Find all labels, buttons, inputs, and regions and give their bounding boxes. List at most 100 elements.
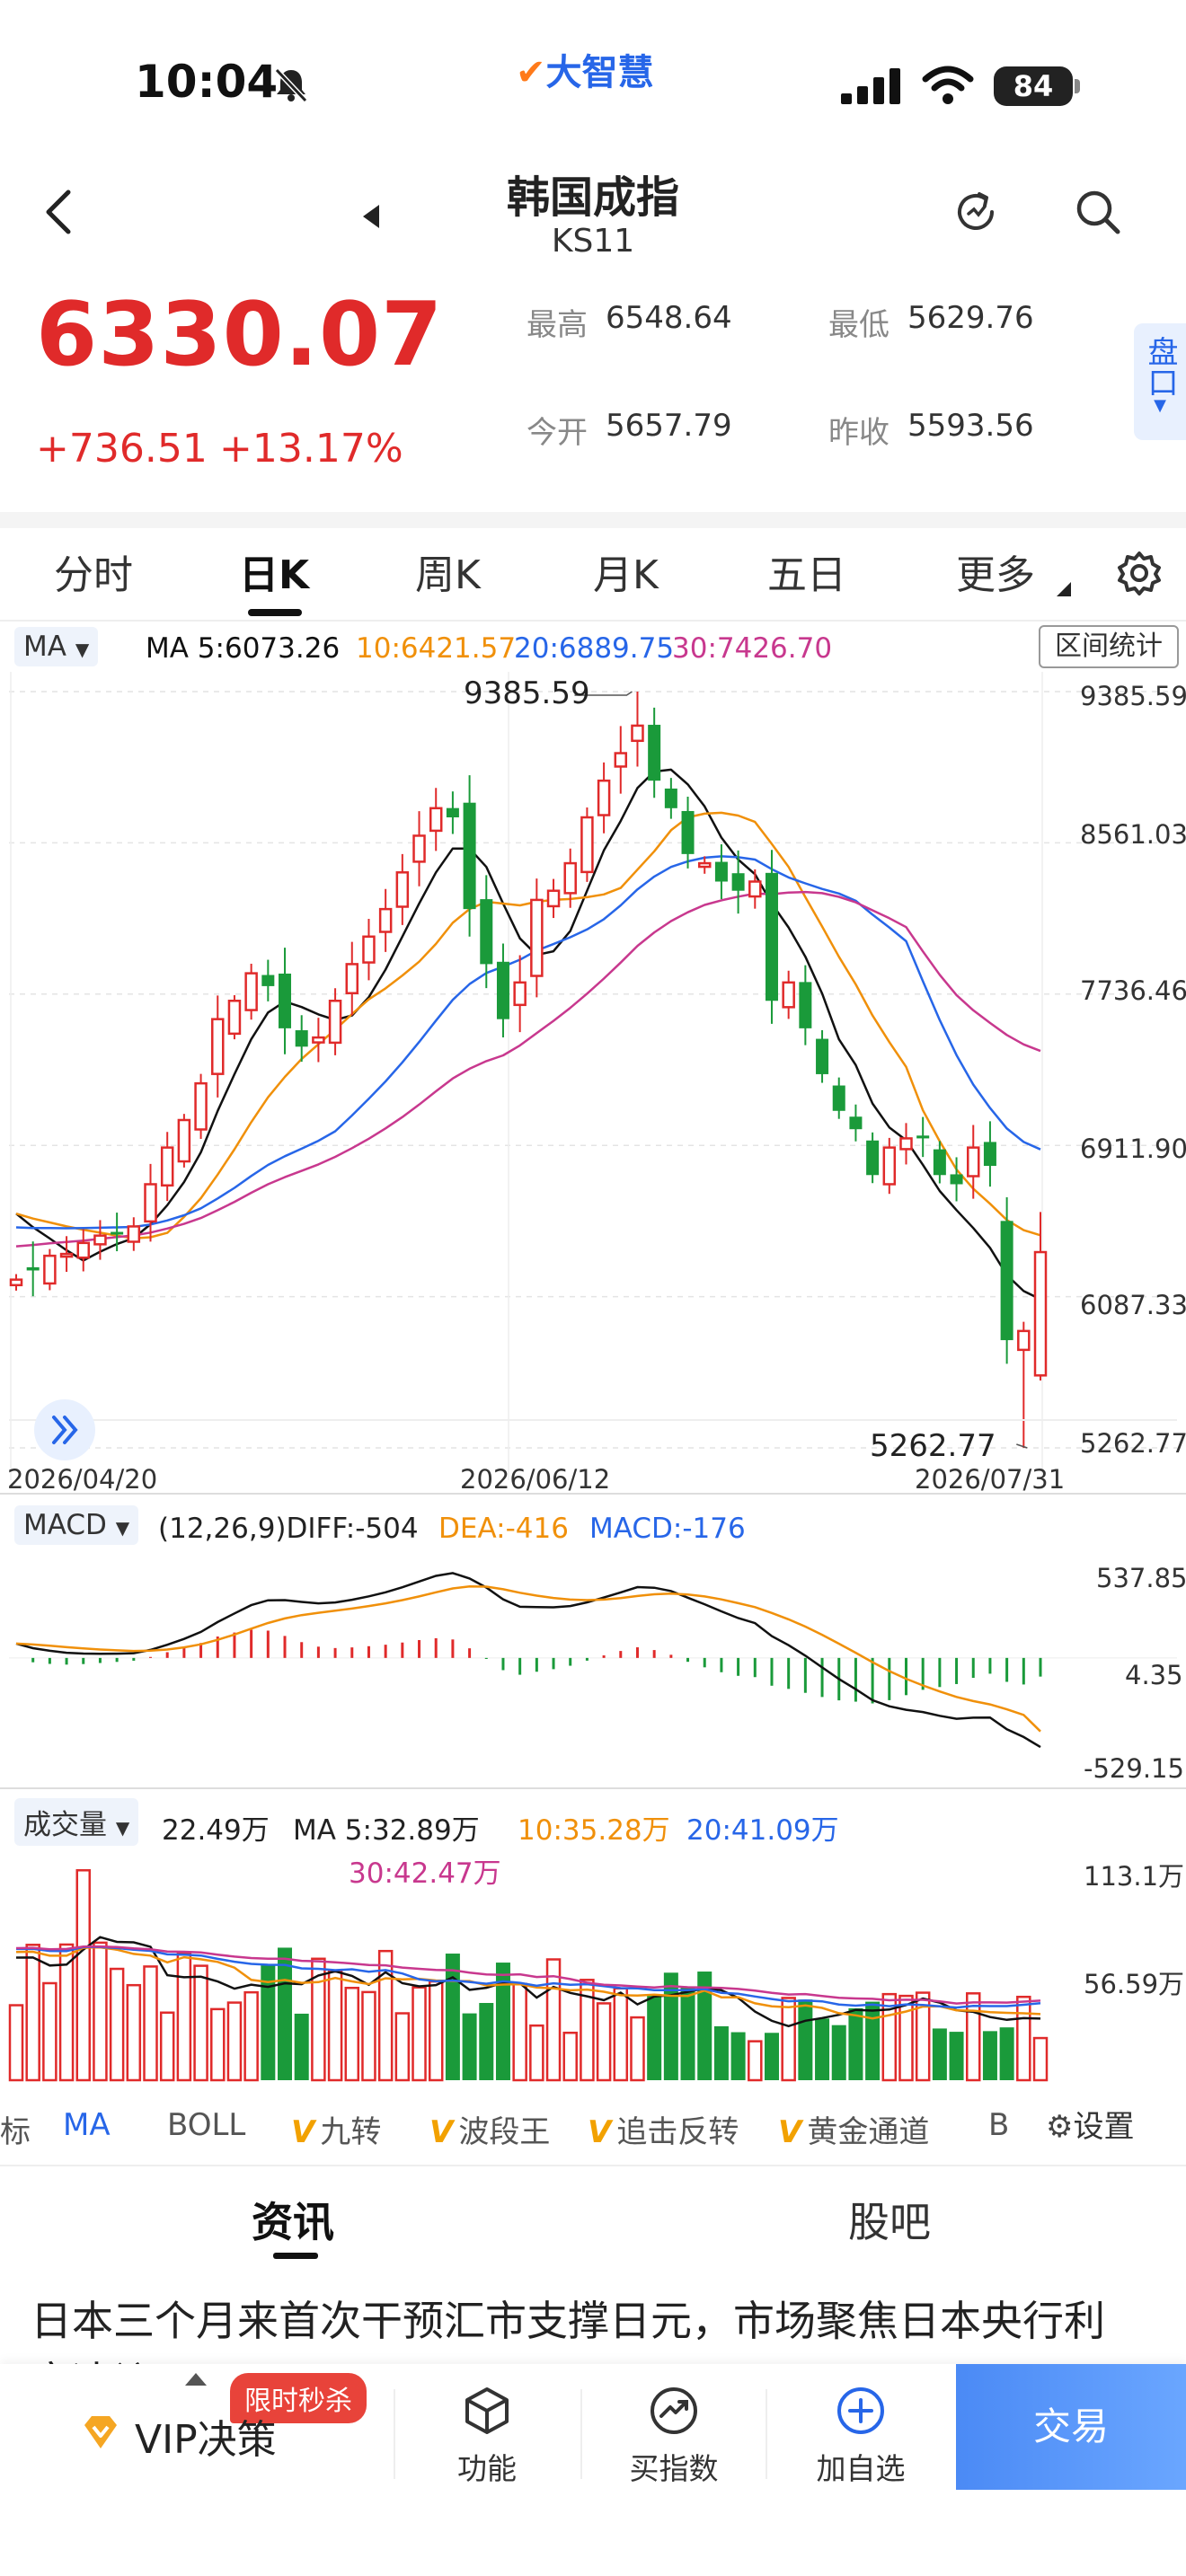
kline-candles [9,691,1048,1449]
tab-weekly-k[interactable]: 周K [415,552,481,598]
vip-decision-button[interactable]: VIP决策 [135,2417,277,2463]
volume-indicator-select[interactable]: 成交量 ▼ [14,1798,139,1846]
ma20-legend: 20:6889.75 [514,632,675,665]
gear-icon[interactable] [1112,546,1166,600]
candle [664,778,677,819]
section-divider [0,2165,1186,2166]
order-book-tab[interactable]: 盘口 ▼ [1134,323,1186,440]
tab-monthly-k[interactable]: 月K [593,552,659,598]
back-icon[interactable] [40,185,79,239]
open-label: 今开 [527,415,588,451]
candle [194,1073,208,1139]
indicator-jiuzhuan[interactable]: V 九转 [291,2107,381,2151]
indicator-label: 九转 [320,2114,382,2150]
news-headline[interactable]: 日本三个月来首次干预汇市支撑日元，市场聚焦日本央行利 [31,2297,1105,2345]
tab-daily-k[interactable]: 日K [239,552,310,598]
tab-five-day[interactable]: 五日 [767,552,846,598]
date-label: 2026/07/31 [915,1464,1066,1495]
candle-body-down [765,872,778,1001]
trade-button[interactable]: 交易 [956,2364,1186,2490]
candle [279,948,292,1054]
settings-gear-icon: ⚙ [1046,2109,1074,2145]
volume-bar-up [898,1994,914,2082]
tab-intraday[interactable]: 分时 [54,552,133,598]
indicator-ma[interactable]: MA [63,2107,111,2143]
chevron-down-icon: ▼ [1154,396,1166,415]
candle [899,1123,913,1165]
prev-stock-icon[interactable] [361,203,381,230]
volume-bar-up [377,1949,394,2082]
indicator-item[interactable]: B [988,2107,1010,2143]
candle-body-down [295,1030,308,1047]
candle-body-down [1000,1221,1013,1341]
indicator-zhuiji[interactable]: V 追击反转 [588,2107,739,2151]
candle [1000,1196,1013,1364]
volume-bar-down [278,1947,293,2080]
candle [648,707,661,798]
function-button[interactable]: 功能 [457,2451,517,2486]
candle [765,850,778,1024]
macd-diff-line [15,1572,1041,1749]
candle-body-up [312,1036,325,1044]
candle [697,856,712,874]
buy-index-button[interactable]: 买指数 [629,2451,719,2486]
volume-bar-down [798,1999,813,2080]
indicator-boll[interactable]: BOLL [167,2107,246,2143]
add-watchlist-button[interactable]: 加自选 [816,2451,906,2486]
volume-bar-up [512,1982,527,2082]
candle-body-up [43,1254,57,1285]
volume-bar-up [344,1986,360,2082]
indicator-item[interactable]: 标 [0,2114,31,2150]
status-time: 10:04 [135,56,279,108]
volume-bar-up [915,1991,931,2082]
candle-body-up [144,1183,157,1223]
tab-forum[interactable]: 股吧 [848,2198,931,2246]
candle [59,1236,74,1273]
volume-bar-up [311,1957,326,2082]
candle [93,1220,107,1260]
indicator-settings[interactable]: ⚙设置 [1012,2102,1186,2147]
indicator-label: 波段王 [458,2114,551,2150]
volume-bar-up [394,2012,411,2082]
indicator-boduanwang[interactable]: V 波段王 [429,2107,550,2151]
refresh-icon[interactable] [949,185,1003,239]
macd-y-tick: -529.15 [1084,1753,1184,1784]
settings-label: 设置 [1073,2109,1135,2145]
volume-ma10: 10:35.28万 [518,1814,670,1847]
candle [849,1104,863,1142]
indicator-label: 追击反转 [616,2114,739,2150]
ma5-line [15,768,1041,1301]
volume-bar-down [294,2013,309,2080]
tab-more[interactable]: 更多 [956,552,1035,598]
range-stats-button[interactable]: 区间统计 [1039,625,1179,668]
volume-bar-down [462,2013,477,2080]
candle [950,1157,963,1202]
candle [111,1213,124,1252]
volume-bar-up [193,1964,208,2082]
vip-v-icon: V [588,2114,612,2150]
kline-grid [9,672,1177,1480]
kline-chart[interactable] [0,672,1186,1496]
search-icon[interactable] [1071,185,1125,239]
ma30-legend: 30:7426.70 [672,632,833,665]
expand-chart-button[interactable] [34,1399,95,1460]
y-tick: 6911.90 [1080,1134,1186,1164]
candle [714,844,728,900]
macd-histogram [9,1629,1177,1704]
candle-body-up [127,1225,141,1243]
volume-bar-down [445,1954,460,2080]
candle-body-down [866,1140,880,1176]
volume-bar-up [42,1981,58,2082]
volume-ma-lines [15,1936,1041,2028]
expand-up-icon[interactable] [185,2373,207,2386]
indicator-huangjin[interactable]: V 黄金通道 [778,2107,929,2151]
main-indicator-select[interactable]: MA ▼ [14,627,99,666]
candle [395,853,410,925]
order-book-label: 盘口 [1142,336,1178,397]
macd-indicator-select[interactable]: MACD ▼ [14,1505,139,1545]
y-tick: 9385.59 [1080,681,1186,711]
tab-news[interactable]: 资讯 [252,2198,334,2246]
volume-bar-down [647,1994,662,2080]
candle-body-up [530,898,544,977]
volume-bar-down [495,1963,510,2080]
